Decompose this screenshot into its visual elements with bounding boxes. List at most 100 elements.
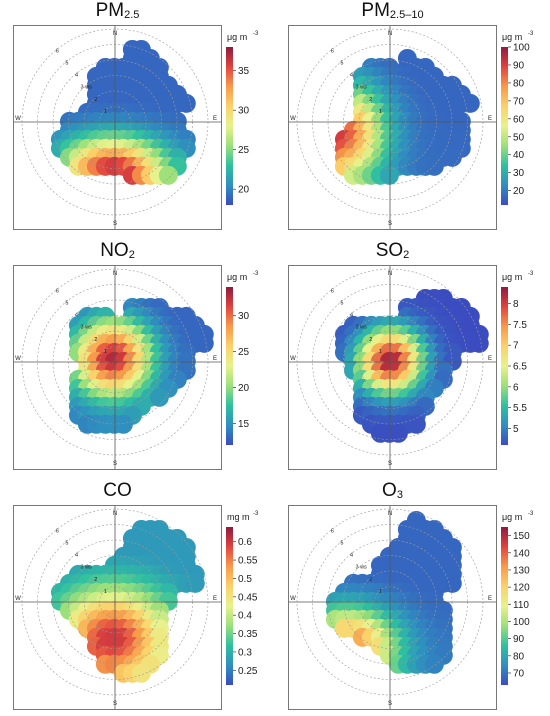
- colorbar-tick-label: 0.5: [238, 574, 252, 585]
- compass-W: W: [290, 356, 296, 362]
- colorbar-unit: μg m: [502, 512, 522, 522]
- colorbar-tick-label: 0.3: [238, 647, 252, 658]
- compass-N: N: [113, 271, 117, 277]
- colorbar-tick-label: 140: [513, 548, 530, 559]
- colorbar-tick-label: 25: [238, 145, 250, 156]
- surface-cell: [185, 573, 205, 593]
- compass-W: W: [15, 116, 21, 122]
- colorbar-tick-label: 20: [238, 185, 250, 196]
- compass-W: W: [15, 356, 21, 362]
- surface-cell: [158, 165, 178, 185]
- ring-label: 2: [369, 337, 372, 343]
- ring-label: 3 ws: [356, 565, 368, 571]
- colorbar-tick-label: 30: [238, 106, 250, 117]
- data-layer: [14, 26, 221, 229]
- colorbar-tick-label: 0.45: [238, 592, 258, 603]
- colorbar-tick-label: 90: [513, 634, 525, 645]
- colorbar-unit: μg m: [502, 32, 522, 42]
- ring-label: 1: [104, 109, 107, 115]
- ring-label: 6: [56, 48, 59, 54]
- compass-N: N: [113, 31, 117, 37]
- compass-W: W: [290, 116, 296, 122]
- surface-cell: [424, 156, 444, 176]
- compass-E: E: [488, 596, 492, 602]
- surface-cell: [442, 573, 462, 593]
- surface-cell: [442, 147, 462, 167]
- compass-E: E: [213, 116, 217, 122]
- colorbar-tick-label: 100: [513, 617, 530, 628]
- ring-label: 1: [379, 349, 382, 355]
- colorbar-unit: μg m: [227, 272, 247, 282]
- colorbar-tick-label: 120: [513, 583, 530, 594]
- colorbar-tick-label: 7: [513, 341, 519, 352]
- colorbar-tick-label: 5.5: [513, 403, 527, 414]
- polar-plot: 1 23 ws4 5 6 N E S Wmg m -3 0.6 0.55 0.5 0.45 0.4 0.35…: [13, 505, 259, 710]
- ring-label: 1: [379, 109, 382, 115]
- colorbar-tick-label: 6.5: [513, 362, 527, 373]
- colorbar-tick-label: 7.5: [513, 320, 527, 331]
- colorbar-tick-label: 0.25: [238, 666, 258, 677]
- ring-label: 5: [65, 61, 68, 67]
- compass-S: S: [388, 221, 392, 227]
- ring-label: 4: [350, 73, 353, 79]
- surface-cell: [113, 414, 133, 434]
- colorbar-tick-label: 20: [513, 186, 525, 197]
- colorbar-tick-label: 0.35: [238, 629, 258, 640]
- compass-S: S: [113, 461, 117, 467]
- ring-label: 3 ws: [81, 325, 93, 331]
- polar-plot: 1 23 ws4 5 6 N E S Wμg m -3 150 140 130 120 110 100 90 8…: [288, 505, 534, 710]
- data-layer: [14, 506, 221, 709]
- colorbar-unit: μg m: [227, 32, 247, 42]
- colorbar-tick-label: 60: [513, 114, 525, 125]
- colorbar-tick-label: 100: [513, 43, 530, 54]
- ring-label: 4: [350, 313, 353, 319]
- compass-E: E: [488, 356, 492, 362]
- ring-label: 4: [75, 73, 78, 79]
- colorbar-tick-label: 70: [513, 668, 525, 679]
- colorbar-tick-label: 30: [513, 168, 525, 179]
- ring-label: 2: [94, 577, 97, 583]
- surface-cell: [194, 333, 214, 353]
- compass-W: W: [15, 596, 21, 602]
- ring-label: 4: [75, 313, 78, 319]
- ring-label: 5: [340, 301, 343, 307]
- polar-plot: 1 23 ws4 5 6 N E S Wμg m -3 100 90 80 70 60 50 40 30 20: [288, 25, 534, 230]
- ring-label: 6: [56, 288, 59, 294]
- colorbar-tick-label: 0.55: [238, 556, 258, 567]
- colorbar-tick-label: 150: [513, 531, 530, 542]
- colorbar-tick-label: 5: [513, 424, 519, 435]
- colorbar-tick-label: 35: [238, 66, 250, 77]
- colorbar: [501, 527, 508, 685]
- compass-W: W: [290, 596, 296, 602]
- colorbar-tick-label: 110: [513, 600, 529, 611]
- ring-label: 6: [331, 528, 334, 534]
- ring-label: 1: [379, 589, 382, 595]
- colorbar-tick-label: 90: [513, 60, 525, 71]
- ring-label: 6: [331, 288, 334, 294]
- data-layer: [289, 506, 496, 709]
- ring-label: 2: [94, 337, 97, 343]
- surface-cell: [149, 387, 169, 407]
- ring-label: 4: [75, 553, 78, 559]
- compass-N: N: [388, 31, 392, 37]
- surface-cell: [406, 414, 426, 434]
- panel-title: PM2.5: [95, 0, 140, 21]
- ring-label: 5: [340, 541, 343, 547]
- ring-label: 5: [65, 541, 68, 547]
- data-layer: [14, 266, 221, 469]
- ring-label: 2: [369, 97, 372, 103]
- colorbar-tick-label: 0.4: [238, 611, 252, 622]
- colorbar-unit: μg m: [502, 272, 522, 282]
- colorbar: [501, 47, 508, 205]
- colorbar-unit-exp: -3: [253, 511, 259, 517]
- colorbar-unit-exp: -3: [528, 271, 534, 277]
- colorbar-unit-exp: -3: [253, 271, 259, 277]
- polar-plot: 1 23 ws4 5 6 N E S Wμg m -3 35 30 25 20: [13, 25, 259, 230]
- colorbar-tick-label: 15: [238, 419, 250, 430]
- colorbar-tick-label: 20: [238, 383, 250, 394]
